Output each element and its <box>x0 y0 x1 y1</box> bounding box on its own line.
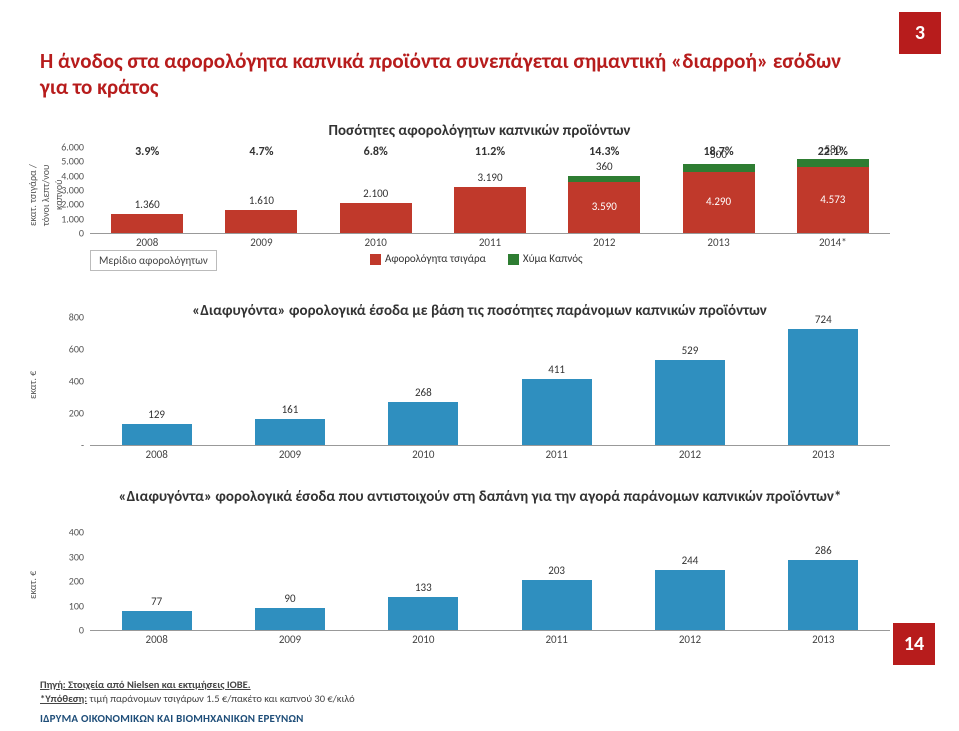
chart1-bar-label: 1.610 <box>225 194 297 207</box>
chart1: 3.9%4.7%6.8%11.2%14.3%18.7%22.1% 1.3601.… <box>90 148 890 249</box>
footnote-assumption-label: *Υπόθεση: <box>40 692 87 705</box>
chart3-ylabel: εκατ. € <box>26 545 40 625</box>
ytick: - <box>44 439 84 452</box>
chart1-bar-label: 3.190 <box>454 171 526 184</box>
chart1-bar-label: 2.100 <box>340 187 412 200</box>
slide-title: Η άνοδος στα αφορολόγητα καπνικά προϊόντ… <box>40 48 860 101</box>
chart1-xtick: 2011 <box>433 236 547 249</box>
ytick: 300 <box>44 550 84 563</box>
footnote-source-label: Πηγή: Στοιχεία από Nielsen και εκτιμήσει… <box>40 678 251 691</box>
chart3-title: «Διαφυγόντα» φορολογικά έσοδα που αντιστ… <box>70 488 890 506</box>
xtick: 2011 <box>490 633 623 646</box>
chart1-bar-label: 3.590 <box>568 200 640 213</box>
chart1-ylabel: εκατ. τσιγάρα / τόνοι λεπτ/νου καπνού <box>26 155 40 235</box>
footnote-source: Πηγή: Στοιχεία από Nielsen και εκτιμήσει… <box>40 678 251 691</box>
bar-label: 411 <box>522 363 592 376</box>
chart1-xtick: 2014* <box>776 236 890 249</box>
chart1-xtick: 2009 <box>204 236 318 249</box>
ytick: 400 <box>44 375 84 388</box>
bar-label: 133 <box>388 581 458 594</box>
xtick: 2008 <box>90 633 223 646</box>
chart2-ylabel: εκατ. € <box>26 330 40 440</box>
xtick: 2010 <box>357 633 490 646</box>
bar-label: 268 <box>388 386 458 399</box>
chart1-ytick: 4.000 <box>44 169 84 182</box>
chart3: 77901332032442864003002001000 2008200920… <box>90 533 890 646</box>
xtick: 2012 <box>623 448 756 461</box>
chart1-bar-label-top: 580 <box>797 143 869 156</box>
chart1-bar-label: 4.573 <box>797 193 869 206</box>
bar-label: 286 <box>788 544 858 557</box>
xtick: 2010 <box>357 448 490 461</box>
chart1-ytick: 1.000 <box>44 212 84 225</box>
chart1-xtick: 2010 <box>319 236 433 249</box>
xtick: 2009 <box>223 633 356 646</box>
chart1-legend-item: Αφορολόγητα τσιγάρα <box>370 252 486 265</box>
page-number-bottom: 14 <box>893 623 935 665</box>
bar-label: 161 <box>255 403 325 416</box>
chart1-bar-label-top: 360 <box>568 160 640 173</box>
footnote-assumption: *Υπόθεση: τιμή παράνομων τσιγάρων 1.5 €/… <box>40 692 355 705</box>
chart1-share-box: Μερίδιο αφορολόγητων <box>90 250 217 271</box>
footer-org: ΙΔΡΥΜΑ ΟΙΚΟΝΟΜΙΚΩΝ ΚΑΙ ΒΙΟΜΗΧΑΝΙΚΩΝ ΕΡΕΥ… <box>40 712 304 725</box>
footnote-assumption-text: τιμή παράνομων τσιγάρων 1.5 €/πακέτο και… <box>87 692 355 705</box>
xtick: 2013 <box>757 633 890 646</box>
ytick: 100 <box>44 599 84 612</box>
ytick: 800 <box>44 311 84 324</box>
chart1-ytick: 6.000 <box>44 141 84 154</box>
xtick: 2008 <box>90 448 223 461</box>
bar-label: 244 <box>655 554 725 567</box>
page-number-top: 3 <box>899 12 941 54</box>
ytick: 200 <box>44 575 84 588</box>
chart2: 129161268411529724800600400200- 20082009… <box>90 318 890 461</box>
ytick: 400 <box>44 526 84 539</box>
chart1-bar-label: 1.360 <box>111 198 183 211</box>
xtick: 2009 <box>223 448 356 461</box>
chart1-bar-label-top: 500 <box>683 148 755 161</box>
bar-label: 529 <box>655 344 725 357</box>
ytick: 0 <box>44 624 84 637</box>
chart1-legend-item: Χύμα Καπνός <box>508 252 583 265</box>
chart1-ytick: 0 <box>44 227 84 240</box>
xtick: 2011 <box>490 448 623 461</box>
ytick: 600 <box>44 343 84 356</box>
xtick: 2013 <box>757 448 890 461</box>
ytick: 200 <box>44 407 84 420</box>
chart1-ytick: 2.000 <box>44 198 84 211</box>
bar-label: 203 <box>522 564 592 577</box>
footnote-source-text: Πηγή: Στοιχεία από Nielsen και εκτιμήσει… <box>40 678 251 691</box>
chart1-xtick: 2008 <box>90 236 204 249</box>
chart1-title: Ποσότητες αφορολόγητων καπνικών προϊόντω… <box>0 122 959 140</box>
chart1-xtick: 2012 <box>547 236 661 249</box>
xtick: 2012 <box>623 633 756 646</box>
chart1-bar-label: 4.290 <box>683 195 755 208</box>
bar-label: 90 <box>255 592 325 605</box>
bar-label: 724 <box>788 313 858 326</box>
bar-label: 77 <box>122 595 192 608</box>
bar-label: 129 <box>122 408 192 421</box>
chart1-ytick: 5.000 <box>44 155 84 168</box>
chart1-legend: Αφορολόγητα τσιγάρα Χύμα Καπνός <box>370 252 583 265</box>
chart1-xtick: 2013 <box>661 236 775 249</box>
chart1-ytick: 3.000 <box>44 184 84 197</box>
